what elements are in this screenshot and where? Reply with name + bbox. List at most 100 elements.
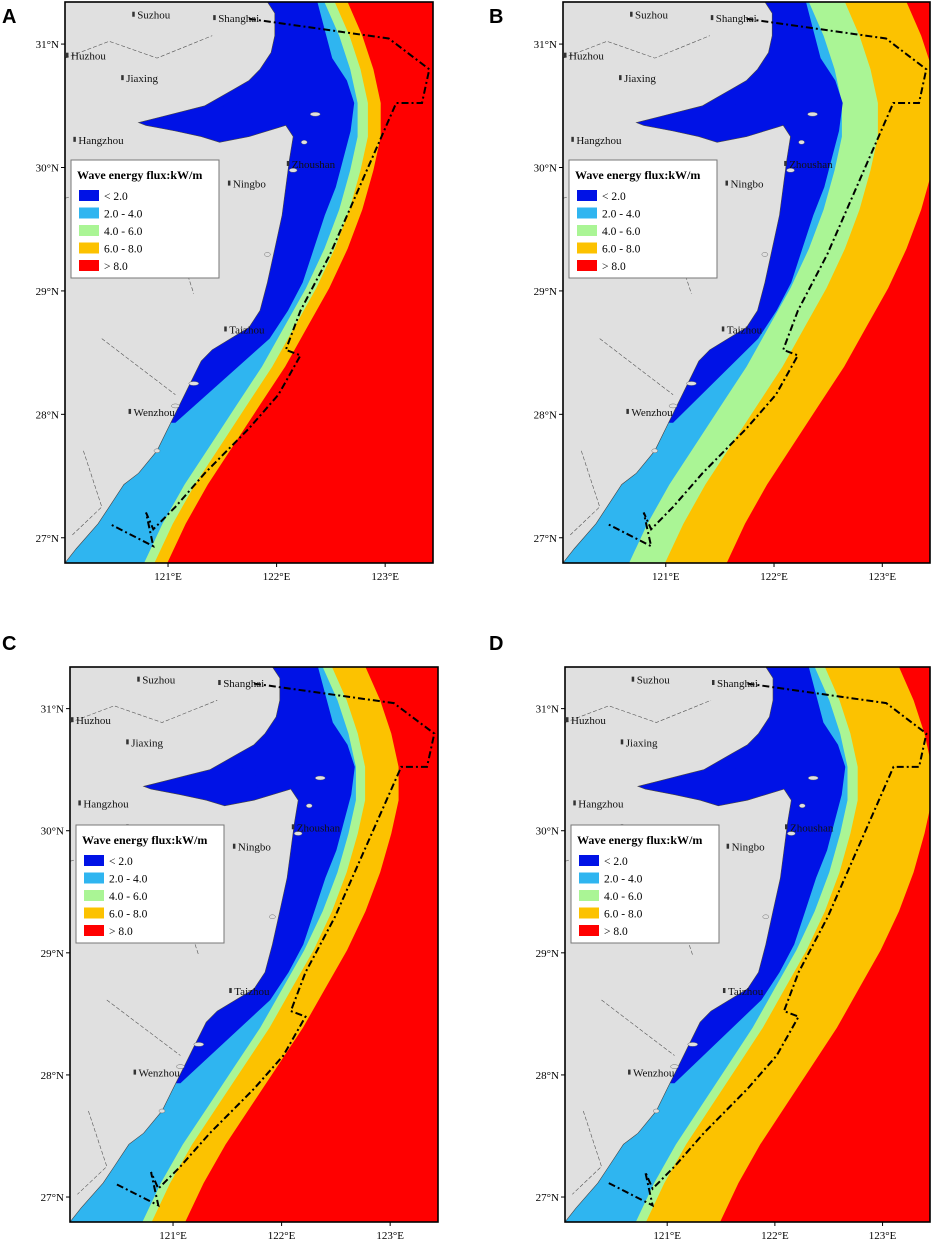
city-label-hangzhou: Hangzhou (78, 135, 124, 147)
admin-boundary (77, 1110, 108, 1195)
lat-label: 28°N (534, 409, 557, 421)
island (668, 403, 678, 409)
city-label-huzhou: Huzhou (76, 715, 111, 727)
legend: Wave energy flux:kW/m < 2.0 2.0 - 4.0 4.0 -… (570, 824, 720, 944)
legend-box (70, 159, 220, 279)
city-marker (725, 180, 728, 186)
wave-energy-map-a: SuzhouShanghaiHuzhouJiaxingHangzhouShaox… (36, 1, 434, 583)
city-marker (620, 739, 624, 745)
legend-item: > 8.0 (602, 261, 626, 273)
island (269, 914, 276, 919)
admin-boundary (601, 999, 675, 1056)
island (171, 403, 180, 409)
city-label-shanghai: Shanghai (716, 13, 757, 25)
city-marker (133, 1069, 137, 1075)
city-label-taizhou: Taizhou (727, 324, 763, 336)
legend-item: 6.0 - 8.0 (104, 244, 143, 256)
lat-label: 31°N (534, 39, 557, 51)
city-label-hangzhou: Hangzhou (83, 798, 129, 810)
island (153, 448, 161, 453)
legend-swatch (79, 260, 99, 271)
lon-label: 123°E (376, 1230, 404, 1242)
city-label-huzhou: Huzhou (71, 51, 106, 63)
legend-title: Wave energy flux:kW/m (577, 833, 702, 847)
island (687, 1042, 698, 1047)
legend-swatch (79, 242, 99, 254)
lon-label: 122°E (263, 571, 291, 583)
city-marker (126, 739, 129, 745)
admin-boundary (72, 450, 103, 536)
marine-boundary (108, 17, 431, 549)
city-marker (710, 15, 714, 21)
map-frame (69, 666, 439, 1223)
legend-swatch (579, 925, 599, 936)
city-marker (229, 988, 232, 994)
lon-label: 122°E (760, 571, 788, 583)
lon-label: 122°E (761, 1230, 789, 1242)
legend-item: < 2.0 (602, 191, 626, 203)
city-marker (721, 326, 725, 332)
city-label-huzhou: Huzhou (569, 51, 604, 63)
city-marker (66, 52, 69, 58)
island (288, 168, 298, 173)
map-frame (64, 1, 434, 564)
island (786, 168, 795, 173)
lon-label: 121°E (653, 1230, 681, 1242)
city-marker (71, 717, 74, 723)
city-label-jiaxing: Jiaxing (624, 73, 656, 85)
legend-item: 2.0 - 4.0 (602, 209, 641, 221)
legend-title: Wave energy flux:kW/m (575, 168, 700, 182)
admin-boundary (572, 1110, 602, 1195)
lat-label: 28°N (36, 409, 59, 421)
island (264, 252, 271, 257)
city-marker (121, 75, 124, 81)
legend-item: 6.0 - 8.0 (109, 909, 148, 921)
city-marker (137, 676, 140, 682)
legend-swatch (579, 872, 599, 884)
city-label-zhoushan: Zhoushan (297, 822, 341, 834)
legend-swatch (577, 242, 597, 254)
city-label-wenzhou: Wenzhou (631, 407, 673, 419)
city-marker (571, 136, 574, 142)
lat-label: 29°N (41, 948, 64, 960)
legend-item: 6.0 - 8.0 (604, 909, 643, 921)
panel-d: D SuzhouShanghaiHuzhouJiaxingHangzhouSha… (467, 627, 934, 1249)
legend-swatch (577, 225, 597, 236)
island (301, 140, 308, 145)
city-marker (213, 15, 216, 21)
lon-label: 121°E (159, 1230, 187, 1242)
legend-item: 2.0 - 4.0 (604, 874, 643, 886)
city-marker (784, 160, 787, 166)
panel-b: B SuzhouShanghaiHuzhouJiaxingHangzhouSha… (467, 0, 934, 600)
city-label-suzhou: Suzhou (637, 675, 671, 687)
island (310, 111, 321, 117)
panel-letter: D (489, 633, 504, 655)
legend-swatch (79, 225, 99, 236)
panel-letter: B (489, 6, 504, 28)
city-marker (564, 52, 567, 58)
legend-item: 2.0 - 4.0 (109, 874, 148, 886)
legend-swatch (84, 890, 104, 901)
city-label-taizhou: Taizhou (229, 324, 265, 336)
city-label-taizhou: Taizhou (728, 986, 764, 998)
city-marker (132, 11, 135, 17)
lat-label: 28°N (41, 1070, 64, 1082)
city-marker (785, 824, 788, 830)
city-label-ningbo: Ningbo (732, 842, 766, 854)
lat-label: 30°N (534, 162, 557, 174)
city-label-huzhou: Huzhou (571, 715, 606, 727)
admin-boundary (106, 999, 181, 1056)
lon-label: 123°E (371, 571, 399, 583)
panel-letter: A (2, 6, 17, 28)
legend-item: 4.0 - 6.0 (104, 226, 143, 238)
marine-boundary (113, 682, 436, 1208)
lon-label: 123°E (869, 1230, 897, 1242)
legend-title: Wave energy flux:kW/m (77, 168, 202, 182)
lat-label: 31°N (36, 39, 59, 51)
lat-label: 27°N (536, 1192, 559, 1204)
legend-swatch (579, 907, 599, 919)
city-marker (232, 843, 236, 849)
lat-label: 28°N (536, 1070, 559, 1082)
legend-item: < 2.0 (604, 856, 628, 868)
legend-item: > 8.0 (109, 926, 133, 938)
